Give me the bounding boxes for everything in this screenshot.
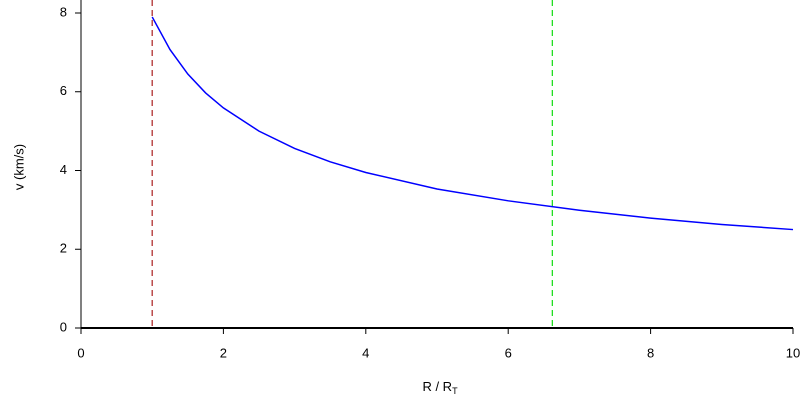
x-tick-label: 0 bbox=[77, 345, 84, 360]
x-axis-label-sub: T bbox=[452, 386, 458, 396]
x-tick-label: 6 bbox=[505, 345, 512, 360]
y-tick-label: 8 bbox=[60, 4, 67, 19]
x-tick-label: 8 bbox=[647, 345, 654, 360]
x-tick-label: 4 bbox=[362, 345, 369, 360]
y-tick-label: 6 bbox=[60, 83, 67, 98]
y-axis-label: v (km/s) bbox=[11, 144, 26, 190]
line-series bbox=[151, 16, 794, 231]
y-tick-label: 4 bbox=[60, 162, 67, 177]
x-axis-label-main: R / R bbox=[422, 379, 452, 394]
y-tick-label: 0 bbox=[60, 319, 67, 334]
x-tick-label: 10 bbox=[786, 345, 800, 360]
y-tick-label: 2 bbox=[60, 241, 67, 256]
x-axis-label: R / RT bbox=[422, 379, 458, 396]
x-tick-label: 2 bbox=[220, 345, 227, 360]
